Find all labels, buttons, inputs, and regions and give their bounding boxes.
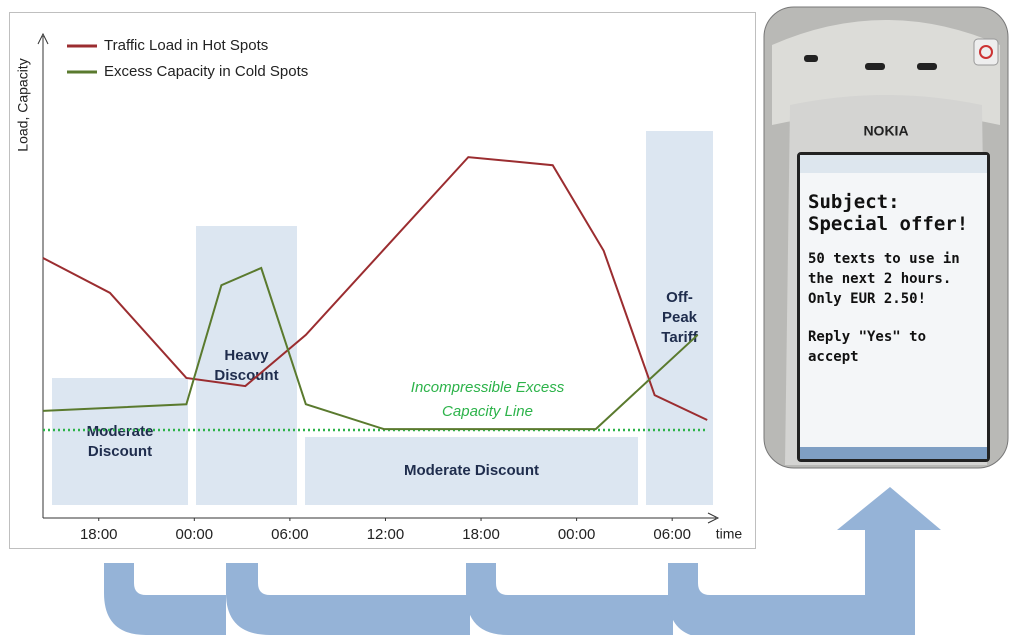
region: Moderate Discount	[52, 378, 188, 505]
phone-brand: NOKIA	[863, 123, 908, 139]
x-tick-label: 18:00	[80, 526, 118, 543]
chart-frame	[9, 12, 756, 549]
y-axis-label: Load, Capacity	[15, 58, 31, 151]
region: Heavy Discount	[196, 226, 297, 505]
message-line: Only EUR 2.50!	[808, 291, 927, 307]
message-reply: Reply "Yes" to accept	[808, 327, 968, 367]
message-line: Special offer!	[808, 213, 969, 235]
x-tick-label: 00:00	[176, 526, 214, 543]
region: Moderate Discount	[305, 437, 638, 505]
x-tick-label: 12:00	[367, 526, 405, 543]
phone-slot	[804, 55, 818, 62]
region: Off-Peak Tariff	[646, 131, 713, 505]
message-subject: Subject: Special offer!	[808, 191, 968, 235]
power-icon	[979, 45, 993, 59]
legend-label: Excess Capacity in Cold Spots	[104, 63, 308, 80]
legend-label: Traffic Load in Hot Spots	[104, 37, 268, 54]
soft-bar	[800, 447, 987, 459]
phone-slot	[865, 63, 885, 70]
phone-screen: Subject: Special offer! 50 texts to use in…	[797, 152, 990, 462]
message-line: accept	[808, 349, 859, 365]
message-body: 50 texts to use in the next 2 hours. Only …	[808, 249, 968, 309]
phone-slot	[917, 63, 937, 70]
power-button	[973, 38, 999, 66]
message: Subject: Special offer! 50 texts to use in…	[808, 191, 968, 367]
flow-arrows	[104, 487, 941, 635]
message-line: 50 texts to use in	[808, 251, 960, 267]
series-line	[42, 156, 708, 421]
message-line: the next 2 hours.	[808, 271, 952, 287]
x-tick-label: 18:00	[462, 526, 500, 543]
series-line	[42, 266, 699, 431]
message-line: Subject:	[808, 191, 900, 213]
y-arrow	[37, 32, 49, 45]
x-axis-label: time	[716, 526, 743, 542]
x-tick-label: 00:00	[558, 526, 596, 543]
reference-label: Incompressible Excess Capacity Line	[410, 379, 565, 420]
status-bar	[800, 155, 987, 173]
x-arrow	[707, 512, 720, 524]
x-tick-label: 06:00	[271, 526, 309, 543]
x-tick-label: 06:00	[653, 526, 691, 543]
message-line: Reply "Yes" to	[808, 329, 927, 345]
